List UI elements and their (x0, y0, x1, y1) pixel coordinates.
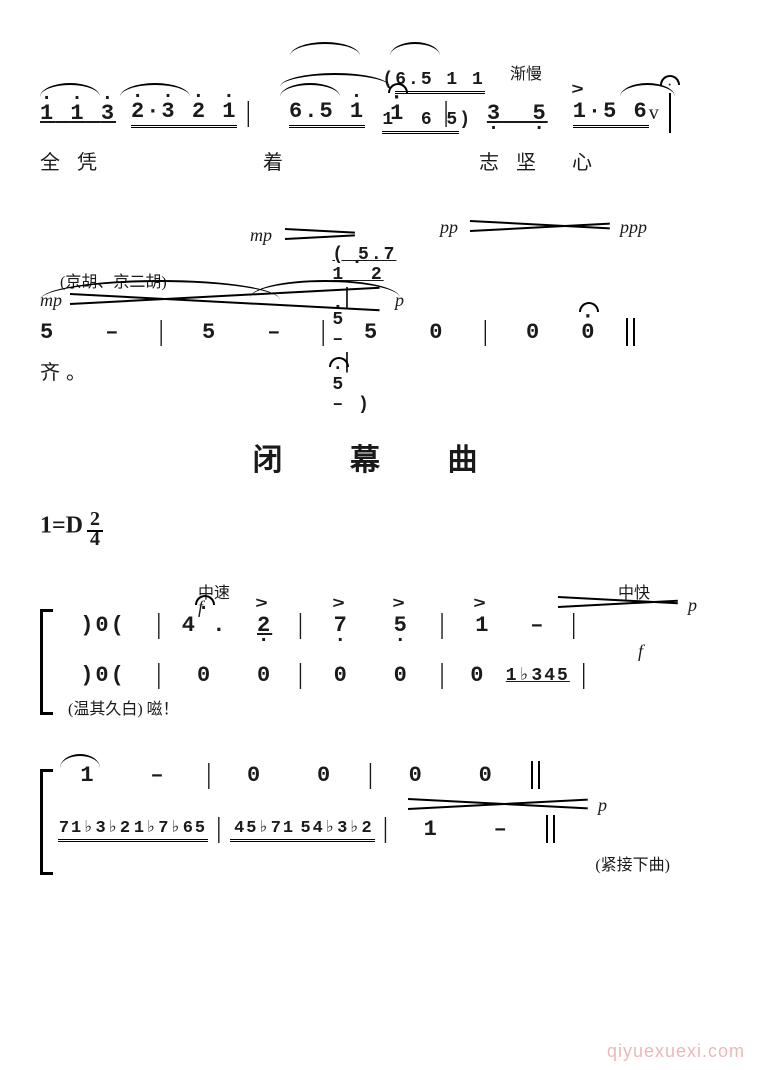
markings-row: 中速 f 中快 p (58, 579, 720, 609)
voice-top: 1 – | 0 0 | 0 0 (58, 759, 720, 791)
system-bracket (40, 609, 53, 715)
notes: 6.5 1 (289, 99, 365, 128)
notes: 3 5 (487, 101, 548, 126)
rest: 0 (526, 320, 541, 345)
note: 5 (394, 613, 409, 638)
rest: 0 (371, 663, 431, 688)
key-prefix: 1=D (40, 513, 83, 539)
note: 4 . (182, 613, 228, 638)
repeat-sign: )0( (58, 663, 148, 688)
rest: 0 (220, 763, 290, 788)
rest-dash: – (118, 763, 198, 788)
notes: 1·5 6 (573, 99, 649, 128)
inter-voice-space: p (58, 791, 720, 813)
rest: 0 (290, 763, 360, 788)
double-barline (626, 318, 635, 346)
dynamic-marking: pp (440, 217, 458, 238)
rest: 0 (581, 320, 596, 345)
notes: 1 (390, 101, 405, 126)
notes: 45♭71 (230, 817, 300, 842)
system-1: 中速 f 中快 p )0( | 4 . 2 | 7 5 | 1 – | f )0… (40, 579, 720, 719)
slur (120, 83, 190, 97)
notes: 1♭345 (503, 664, 573, 686)
lyric: 着 (263, 146, 289, 175)
grace-row-1: (6.5 1 1 1 6 5) (40, 50, 720, 80)
dynamics-row: mp pp ppp ( 5.7 1 2 | 5 – | 5 – ) (40, 225, 720, 260)
lyric-row-1: 全 凭 着 志 坚 心 (40, 146, 720, 175)
notes: 2·3 2 1 (131, 99, 237, 128)
barline: | (237, 97, 259, 129)
note: 5 (202, 320, 217, 345)
lyric: 心 (572, 146, 598, 175)
rest: 0 (453, 663, 503, 688)
voice-bottom: 71♭3♭2 1♭7♭65 | 45♭71 54♭3♭2 | 1 – (58, 813, 720, 845)
slur (290, 42, 360, 56)
rest-dash: – (105, 320, 120, 345)
note: 7 (334, 613, 349, 638)
dynamic-marking: p (598, 795, 607, 816)
rest: 0 (429, 320, 444, 345)
piece-title: 闭 幕 曲 (40, 435, 720, 479)
voice-top: )0( | 4 . 2 | 7 5 | 1 – | (58, 609, 720, 641)
note: 1 (58, 763, 118, 788)
dynamic-marking: ppp (620, 217, 647, 238)
key-signature: 1=D 2 4 (40, 509, 720, 549)
barline: | (474, 316, 496, 348)
time-den: 4 (87, 528, 103, 550)
rest-dash: – (513, 613, 563, 638)
barline: | (150, 316, 172, 348)
dynamic-marking: f (638, 641, 643, 662)
note: 5 (40, 320, 55, 345)
rest: 0 (451, 763, 521, 788)
dynamic-marking: p (688, 595, 697, 616)
notes: 54♭3♭2 (300, 817, 375, 842)
rest: 0 (381, 763, 451, 788)
watermark: qiyuexuexi.com (607, 1041, 745, 1062)
barline-fermata (669, 93, 671, 133)
notes: 71♭3♭2 (58, 817, 133, 842)
continuation-note: (紧接下曲) (58, 851, 720, 875)
rest-dash: – (267, 320, 282, 345)
lyric: 齐。 (40, 362, 92, 384)
repeat-sign: )0( (58, 613, 148, 638)
note: 1 (475, 613, 490, 638)
system-2: 1 – | 0 0 | 0 0 p 71♭3♭2 1♭7♭65 | 45♭71 … (40, 759, 720, 899)
notes: 1♭7♭65 (133, 817, 208, 842)
barline: | (312, 316, 334, 348)
instrument-row: (京胡、京二胡) mp p (40, 268, 720, 296)
barline: | (435, 97, 457, 129)
note: 1 (396, 817, 466, 842)
music-line-1: 渐慢 1 1 3 2·3 2 1 | 6.5 1 1 | 3 5 1·5 6 v (40, 88, 720, 138)
section-1: (6.5 1 1 1 6 5) 渐慢 1 1 3 2·3 2 1 | 6.5 1… (40, 50, 720, 385)
final-barline (531, 761, 540, 789)
lyric: 全 凭 (40, 146, 103, 175)
slur (250, 280, 400, 298)
voice-bottom: )0( | 0 0 | 0 0 | 0 1♭345 | (58, 659, 720, 691)
note: 2 (257, 613, 272, 638)
note: 5 (364, 320, 379, 345)
rest: 0 (311, 663, 371, 688)
spoken-text: (温其久白) 嗞！ (68, 695, 720, 719)
rest: 0 (240, 663, 290, 688)
music-line-2: 5 – | 5 – | 5 0 | 0 0 (40, 316, 720, 348)
final-barline (546, 815, 555, 843)
system-bracket (40, 769, 53, 875)
breath-mark: v (649, 102, 661, 125)
rest: 0 (170, 663, 240, 688)
notes: 1 1 3 (40, 101, 116, 126)
slur (390, 42, 440, 56)
lyric: 志 坚 (479, 146, 542, 175)
tempo-marking: 渐慢 (510, 60, 542, 84)
inter-voice-space: f (58, 641, 720, 659)
rest-dash: – (466, 817, 536, 842)
